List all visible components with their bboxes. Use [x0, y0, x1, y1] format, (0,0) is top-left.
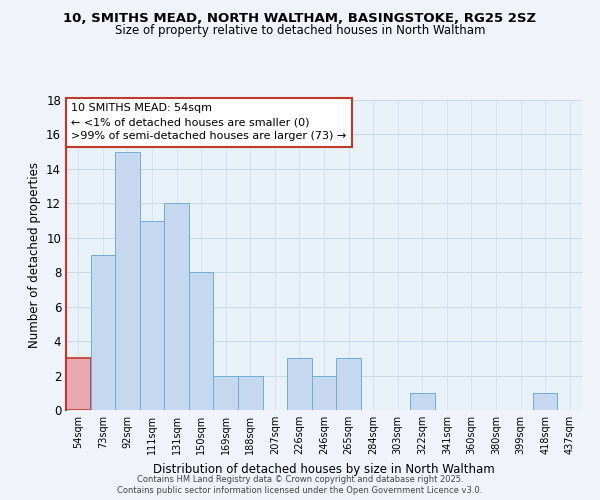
Text: Contains public sector information licensed under the Open Government Licence v3: Contains public sector information licen…	[118, 486, 482, 495]
Y-axis label: Number of detached properties: Number of detached properties	[28, 162, 41, 348]
Bar	[410, 393, 434, 410]
Bar	[164, 204, 189, 410]
Bar	[91, 255, 115, 410]
Bar	[115, 152, 140, 410]
Text: 10, SMITHS MEAD, NORTH WALTHAM, BASINGSTOKE, RG25 2SZ: 10, SMITHS MEAD, NORTH WALTHAM, BASINGST…	[64, 12, 536, 26]
Bar	[533, 393, 557, 410]
Text: Contains HM Land Registry data © Crown copyright and database right 2025.: Contains HM Land Registry data © Crown c…	[137, 475, 463, 484]
Bar	[140, 220, 164, 410]
Text: 10 SMITHS MEAD: 54sqm
← <1% of detached houses are smaller (0)
>99% of semi-deta: 10 SMITHS MEAD: 54sqm ← <1% of detached …	[71, 103, 346, 141]
Bar	[336, 358, 361, 410]
Bar	[312, 376, 336, 410]
Bar	[238, 376, 263, 410]
X-axis label: Distribution of detached houses by size in North Waltham: Distribution of detached houses by size …	[153, 462, 495, 475]
Bar	[287, 358, 312, 410]
Text: Size of property relative to detached houses in North Waltham: Size of property relative to detached ho…	[115, 24, 485, 37]
Bar	[66, 358, 91, 410]
Bar	[189, 272, 214, 410]
Bar	[214, 376, 238, 410]
